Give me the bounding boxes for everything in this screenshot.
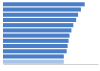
bar [3,13,78,17]
y-axis [3,4,4,61]
bar [3,34,70,38]
bar [3,28,71,32]
bars [3,2,85,63]
chart [0,0,100,71]
bar [3,60,64,64]
axis-line [4,64,99,65]
bar [3,44,68,48]
bar [3,18,76,22]
bar [3,2,85,6]
bar [3,39,69,43]
bar [3,7,81,11]
bar [3,49,67,53]
bar [3,54,64,58]
bar [3,23,73,27]
x-axis [4,64,99,65]
